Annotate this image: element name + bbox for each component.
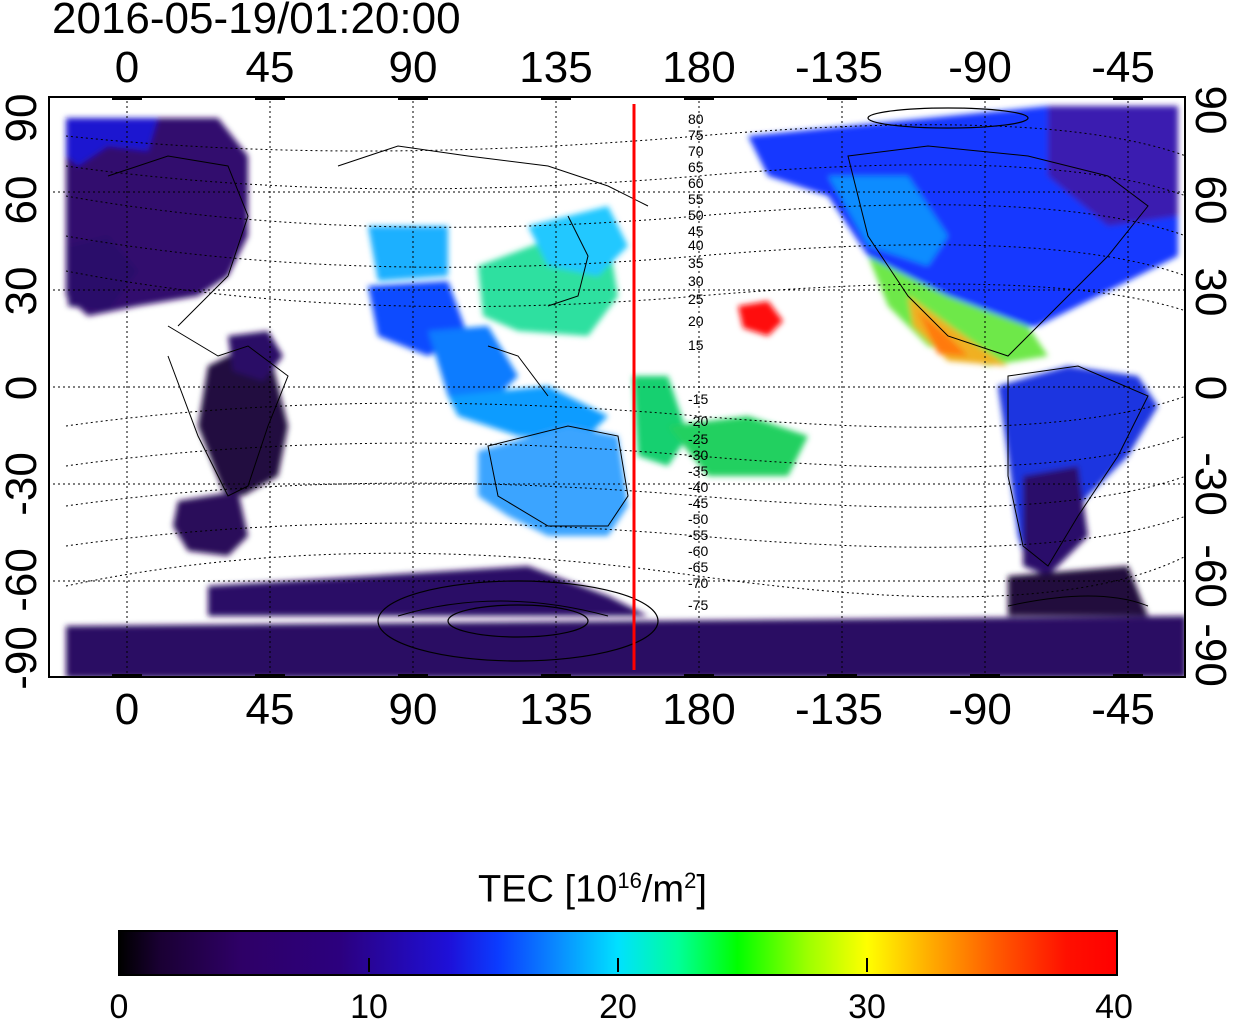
lat-tick-right: 30 bbox=[1186, 267, 1235, 317]
timestamp-title: 2016-05-19/01:20:00 bbox=[52, 0, 461, 43]
lat-tick-right: 90 bbox=[1186, 85, 1235, 135]
coastlines bbox=[107, 145, 1149, 617]
lon-tick-bottom: 180 bbox=[662, 685, 736, 734]
colorbar-tick-label: 40 bbox=[1095, 988, 1133, 1026]
lon-tick-bottom: -45 bbox=[1091, 685, 1155, 734]
colorbar-tick-mark bbox=[617, 958, 619, 972]
lon-tick-top: 90 bbox=[388, 43, 438, 92]
colorbar-tick-mark bbox=[368, 958, 370, 972]
lon-tick-top: -90 bbox=[948, 43, 1012, 92]
contour-labels: 80 75 70 65 60 55 50 45 40 35 30 25 20 1… bbox=[688, 111, 708, 613]
contour-label: 15 bbox=[688, 337, 704, 353]
lat-tick-right: -30 bbox=[1186, 452, 1235, 516]
tec-map: 80 75 70 65 60 55 50 45 40 35 30 25 20 1… bbox=[48, 96, 1186, 678]
contour-label: -65 bbox=[688, 559, 708, 575]
contour-label: -70 bbox=[688, 575, 708, 591]
lat-tick-left: -60 bbox=[0, 548, 46, 612]
contour-label: 80 bbox=[688, 111, 704, 127]
contour-label: 30 bbox=[688, 273, 704, 289]
lat-tick-left: 30 bbox=[0, 266, 46, 316]
contour-label: 70 bbox=[688, 143, 704, 159]
lon-tick-bottom: 90 bbox=[388, 685, 438, 734]
contour-label: -20 bbox=[688, 413, 708, 429]
colorbar-tick-label: 20 bbox=[599, 988, 637, 1026]
lat-tick-left: -30 bbox=[0, 452, 46, 516]
contour-label: -50 bbox=[688, 511, 708, 527]
contour-lines bbox=[65, 124, 1186, 598]
lat-tick-right: 0 bbox=[1186, 375, 1235, 401]
contour-label: 60 bbox=[688, 175, 704, 191]
contour-label: -35 bbox=[688, 463, 708, 479]
contour-label: 45 bbox=[688, 223, 704, 239]
colorbar-title-close: ] bbox=[696, 868, 707, 911]
lat-tick-right: 60 bbox=[1186, 175, 1235, 225]
lon-tick-top: -45 bbox=[1091, 43, 1155, 92]
map-border bbox=[48, 96, 1186, 678]
lon-tick-top: 180 bbox=[662, 43, 736, 92]
contour-label: -30 bbox=[688, 447, 708, 463]
contour-label: 40 bbox=[688, 237, 704, 253]
lon-tick-top: 45 bbox=[245, 43, 295, 92]
colorbar-title-main: TEC [10 bbox=[478, 868, 618, 911]
lat-tick-left: -90 bbox=[0, 626, 46, 690]
contour-label: -55 bbox=[688, 527, 708, 543]
contour-label: -25 bbox=[688, 431, 708, 447]
lon-tick-bottom: 45 bbox=[245, 685, 295, 734]
colorbar-tick-label: 30 bbox=[848, 988, 886, 1026]
contour-label: 50 bbox=[688, 207, 704, 223]
contour-label: -40 bbox=[688, 479, 708, 495]
contour-label: -45 bbox=[688, 495, 708, 511]
colorbar-tick-label: 0 bbox=[109, 988, 129, 1026]
contour-label: 20 bbox=[688, 313, 704, 329]
lon-tick-bottom: 0 bbox=[114, 685, 140, 734]
contour-label: 55 bbox=[688, 191, 704, 207]
lon-tick-top: 0 bbox=[114, 43, 140, 92]
contour-label: -60 bbox=[688, 543, 708, 559]
lat-tick-left: 60 bbox=[0, 175, 46, 225]
contour-label: 75 bbox=[688, 127, 704, 143]
colorbar-title-unit: /m bbox=[641, 868, 685, 911]
contour-label: 65 bbox=[688, 159, 704, 175]
colorbar-title-unit-exponent: 2 bbox=[684, 868, 697, 893]
graticule bbox=[48, 96, 1186, 678]
colorbar-title-exponent: 16 bbox=[617, 868, 642, 893]
colorbar-title: TEC [1016/m2] bbox=[478, 868, 707, 912]
lat-tick-right: -90 bbox=[1186, 623, 1235, 687]
lon-tick-top: -135 bbox=[794, 43, 884, 92]
contour-label: 25 bbox=[688, 291, 704, 307]
lon-tick-bottom: 135 bbox=[519, 685, 593, 734]
lon-tick-bottom: -135 bbox=[794, 685, 884, 734]
lon-tick-bottom: -90 bbox=[948, 685, 1012, 734]
lat-tick-right: -60 bbox=[1186, 544, 1235, 608]
lat-tick-left: 90 bbox=[0, 93, 46, 143]
colorbar-tick-label: 10 bbox=[350, 988, 388, 1026]
contour-label: -15 bbox=[688, 391, 708, 407]
frame-ticks bbox=[48, 96, 1186, 678]
lon-tick-top: 135 bbox=[519, 43, 593, 92]
lat-tick-left: 0 bbox=[0, 375, 46, 401]
colorbar-tick-mark bbox=[866, 958, 868, 972]
contour-label: 35 bbox=[688, 255, 704, 271]
contour-label: -75 bbox=[688, 597, 708, 613]
